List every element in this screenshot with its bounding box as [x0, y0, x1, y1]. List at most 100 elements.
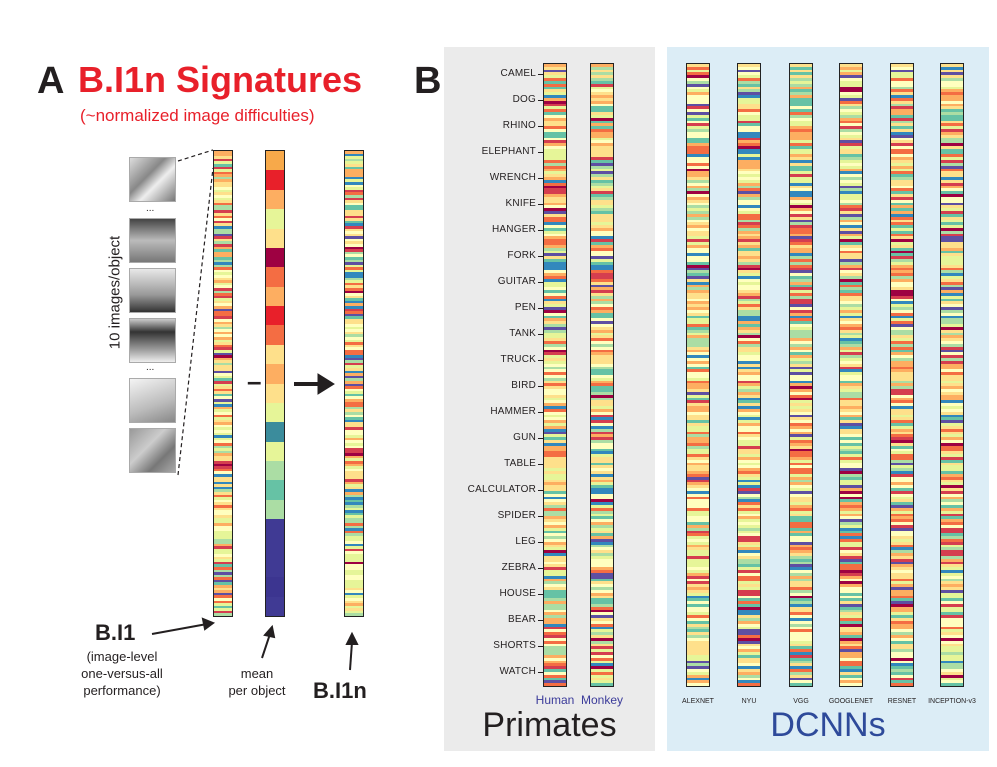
- b-i1n-band: [345, 492, 363, 496]
- resnet-band: [891, 522, 913, 526]
- monkey-band: [591, 278, 613, 283]
- resnet-band: [891, 663, 913, 667]
- vgg-band: [790, 369, 812, 373]
- human-band: [544, 134, 566, 139]
- resnet-band: [891, 179, 913, 184]
- inception-band: [941, 530, 963, 534]
- b-i1-band: [214, 450, 232, 454]
- b-i1n-band: [345, 275, 363, 279]
- vgg-band: [790, 646, 812, 650]
- alexnet-band: [687, 657, 709, 662]
- resnet-band: [891, 595, 913, 599]
- nyu-band: [738, 179, 760, 184]
- human-band: [544, 553, 566, 557]
- b-i1n-band: [345, 189, 363, 193]
- nyu-band: [738, 428, 760, 433]
- inception-band: [941, 134, 963, 139]
- vgg-band: [790, 604, 812, 608]
- googlenet-band: [840, 261, 862, 266]
- googlenet-band: [840, 587, 862, 591]
- alexnet-band: [687, 428, 709, 433]
- human-band: [544, 120, 566, 124]
- monkey-band: [591, 66, 613, 71]
- vgg-band: [790, 553, 812, 557]
- inception-band: [941, 660, 963, 664]
- human-band: [544, 454, 566, 458]
- googlenet-signature-strip: [839, 63, 863, 687]
- resnet-band: [891, 637, 913, 642]
- b-i1n-band: [345, 194, 363, 199]
- googlenet-band: [840, 363, 862, 368]
- b-i1-band: [214, 401, 232, 405]
- alexnet-band: [687, 349, 709, 353]
- human-band: [544, 403, 566, 407]
- googlenet-band: [840, 321, 862, 325]
- googlenet-band: [840, 609, 862, 614]
- b-i1-band: [214, 435, 232, 439]
- b-i1n-band: [345, 298, 363, 302]
- alexnet-band: [687, 465, 709, 469]
- b-i1n-band: [345, 347, 363, 351]
- inception-band: [941, 516, 963, 520]
- resnet-band: [891, 309, 913, 314]
- b-i1n-band: [345, 610, 363, 614]
- alexnet-band: [687, 397, 709, 402]
- alexnet-band: [687, 482, 709, 486]
- inception-band: [941, 445, 963, 450]
- nyu-band: [738, 408, 760, 413]
- b-i1-band: [214, 238, 232, 242]
- b-i1n-band: [345, 187, 363, 191]
- vgg-band: [790, 618, 812, 622]
- googlenet-band: [840, 134, 862, 139]
- resnet-band: [891, 259, 913, 263]
- b-i1n-band: [345, 267, 363, 271]
- vgg-band: [790, 587, 812, 591]
- resnet-band: [891, 570, 913, 574]
- resnet-band: [891, 236, 913, 240]
- b-i1-band: [214, 153, 232, 157]
- vgg-band: [790, 100, 812, 105]
- inception-band: [941, 448, 963, 452]
- inception-band: [941, 270, 963, 274]
- resnet-band: [891, 493, 913, 498]
- b-i1-band: [214, 249, 232, 253]
- nyu-band: [738, 165, 760, 170]
- b-i1n-band: [345, 406, 363, 410]
- nyu-band: [738, 485, 760, 489]
- monkey-band: [591, 408, 613, 413]
- resnet-band: [891, 575, 913, 580]
- resnet-band: [891, 335, 913, 339]
- nyu-band: [738, 349, 760, 353]
- resnet-band: [891, 284, 913, 288]
- resnet-band: [891, 482, 913, 486]
- resnet-band: [891, 598, 913, 602]
- human-band: [544, 652, 566, 656]
- inception-band: [941, 493, 963, 498]
- googlenet-band: [840, 550, 862, 554]
- b-i1-band: [214, 543, 232, 547]
- inception-signature-strip: [940, 63, 964, 687]
- resnet-band: [891, 253, 913, 257]
- resnet-band: [891, 468, 913, 472]
- monkey-band: [591, 431, 613, 435]
- inception-band: [941, 346, 963, 351]
- nyu-band: [738, 615, 760, 619]
- object-label: ZEBRA: [501, 562, 536, 573]
- monkey-band: [591, 626, 613, 631]
- b-i1-band: [214, 316, 232, 320]
- monkey-band: [591, 179, 613, 184]
- inception-band: [941, 326, 963, 331]
- googlenet-band: [840, 83, 862, 88]
- human-band: [544, 100, 566, 105]
- b-i1n-band: [345, 396, 363, 400]
- monkey-band: [591, 369, 613, 373]
- human-band: [544, 360, 566, 365]
- human-band: [544, 80, 566, 85]
- vgg-band: [790, 154, 812, 158]
- alexnet-band: [687, 632, 709, 636]
- monkey-band: [591, 623, 613, 628]
- alexnet-band: [687, 442, 709, 447]
- mean-band: [266, 189, 284, 210]
- vgg-band: [790, 114, 812, 119]
- nyu-band: [738, 278, 760, 283]
